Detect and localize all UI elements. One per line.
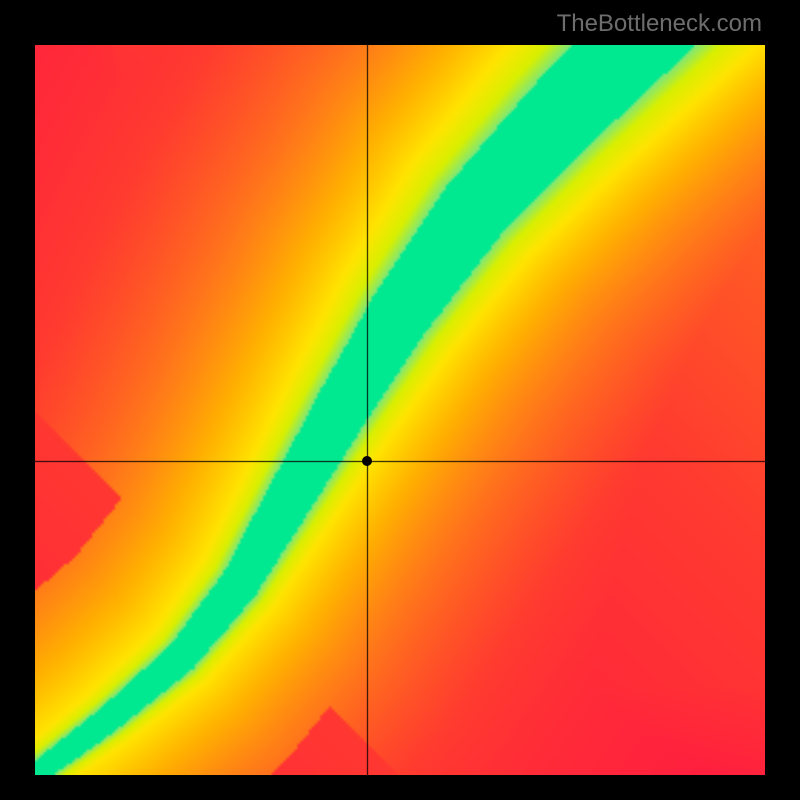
crosshair-marker bbox=[362, 456, 372, 466]
crosshair-overlay bbox=[35, 45, 765, 775]
chart-container: TheBottleneck.com bbox=[0, 0, 800, 800]
watermark-text: TheBottleneck.com bbox=[557, 10, 762, 38]
